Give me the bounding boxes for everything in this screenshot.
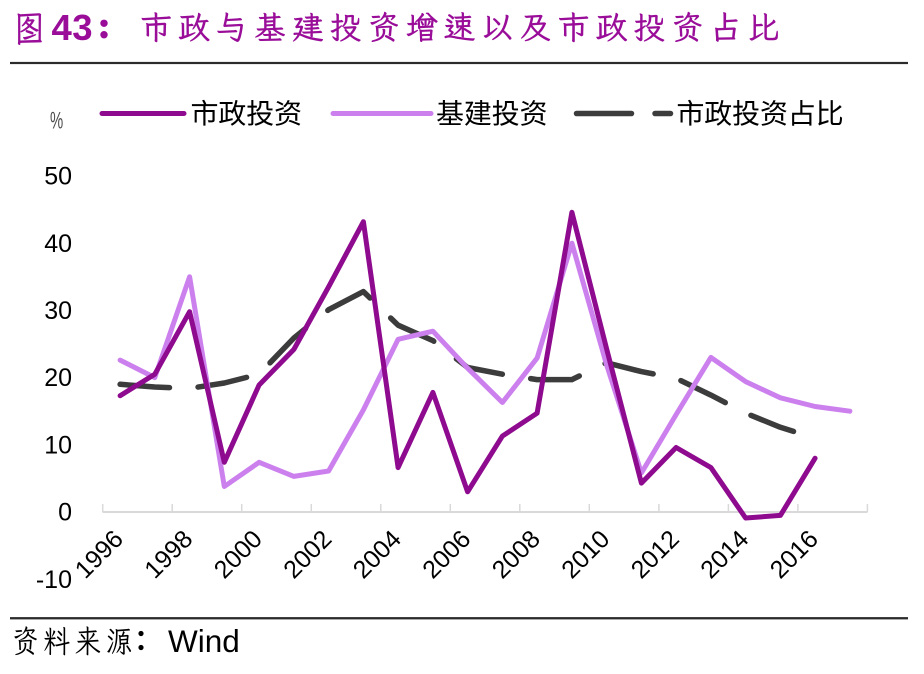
svg-text:Wind: Wind bbox=[168, 623, 240, 659]
svg-text:40: 40 bbox=[44, 230, 72, 258]
svg-text:50: 50 bbox=[44, 163, 72, 191]
svg-text:30: 30 bbox=[44, 297, 72, 325]
svg-text:%: % bbox=[50, 108, 63, 134]
svg-text:20: 20 bbox=[44, 364, 72, 392]
svg-text:0: 0 bbox=[58, 499, 72, 527]
svg-text:-10: -10 bbox=[36, 566, 72, 594]
svg-text:10: 10 bbox=[44, 431, 72, 459]
svg-text:43: 43 bbox=[52, 7, 94, 48]
